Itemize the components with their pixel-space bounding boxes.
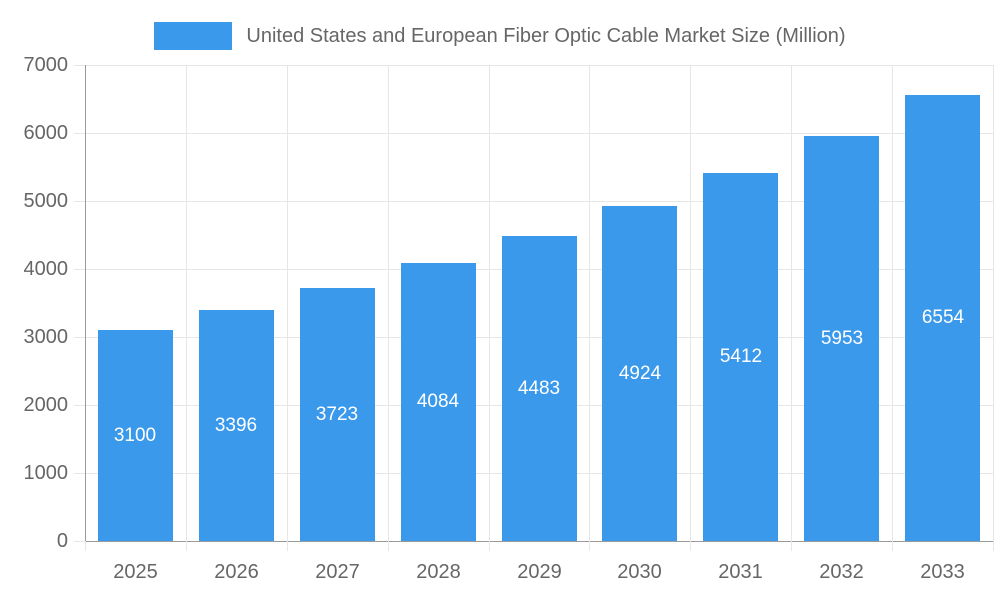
v-gridline <box>388 65 389 541</box>
x-tick-mark <box>85 541 86 551</box>
bar-2033[interactable] <box>905 95 980 541</box>
v-gridline <box>993 65 994 541</box>
bar-value-label: 5412 <box>719 346 763 367</box>
y-tick-mark <box>74 65 85 66</box>
x-tick-mark <box>287 541 288 551</box>
bar-value-label: 3100 <box>113 425 157 446</box>
v-gridline <box>791 65 792 541</box>
v-gridline <box>892 65 893 541</box>
y-tick-label: 0 <box>56 530 68 552</box>
y-tick-mark <box>74 269 85 270</box>
x-tick-label: 2033 <box>920 561 965 583</box>
bar-2032[interactable] <box>804 136 879 541</box>
x-tick-mark <box>589 541 590 551</box>
x-tick-mark <box>690 541 691 551</box>
x-tick-mark <box>388 541 389 551</box>
y-tick-label: 1000 <box>23 462 69 484</box>
y-tick-label: 2000 <box>23 394 69 416</box>
y-tick-label: 6000 <box>23 122 69 144</box>
h-gridline <box>85 65 993 66</box>
y-tick-mark <box>74 133 85 134</box>
x-tick-label: 2032 <box>819 561 864 583</box>
y-tick-label: 7000 <box>23 54 69 76</box>
y-tick-mark <box>74 337 85 338</box>
y-tick-mark <box>74 201 85 202</box>
bar-value-label: 3396 <box>214 415 258 436</box>
x-tick-mark <box>186 541 187 551</box>
legend-item[interactable]: United States and European Fiber Optic C… <box>154 22 846 50</box>
bar-value-label: 3723 <box>315 404 359 425</box>
h-gridline <box>85 201 993 202</box>
y-tick-mark <box>74 473 85 474</box>
x-tick-mark <box>892 541 893 551</box>
x-tick-mark <box>791 541 792 551</box>
bar-value-label: 4084 <box>416 391 460 412</box>
bar-2025[interactable] <box>98 330 173 541</box>
v-gridline <box>186 65 187 541</box>
bar-2027[interactable] <box>300 288 375 541</box>
x-tick-label: 2030 <box>617 561 662 583</box>
legend: United States and European Fiber Optic C… <box>0 22 1000 50</box>
legend-color-swatch <box>154 22 233 50</box>
h-gridline <box>85 133 993 134</box>
bar-value-label: 4924 <box>618 363 662 384</box>
y-tick-label: 5000 <box>23 190 69 212</box>
bar-2030[interactable] <box>602 206 677 541</box>
x-tick-label: 2025 <box>113 561 158 583</box>
v-gridline <box>489 65 490 541</box>
y-axis-line <box>85 65 86 541</box>
v-gridline <box>287 65 288 541</box>
x-tick-label: 2031 <box>718 561 763 583</box>
x-tick-label: 2027 <box>315 561 360 583</box>
bar-value-label: 6554 <box>921 307 965 328</box>
bar-value-label: 5953 <box>820 328 864 349</box>
y-tick-mark <box>74 405 85 406</box>
x-tick-label: 2028 <box>416 561 461 583</box>
bar-2028[interactable] <box>401 263 476 541</box>
y-tick-label: 3000 <box>23 326 69 348</box>
chart-title: United States and European Fiber Optic C… <box>246 25 846 47</box>
bar-2026[interactable] <box>199 310 274 541</box>
bar-2029[interactable] <box>502 236 577 541</box>
bar-value-label: 4483 <box>517 378 561 399</box>
bar-2031[interactable] <box>703 173 778 541</box>
x-tick-label: 2029 <box>517 561 562 583</box>
y-tick-label: 4000 <box>23 258 69 280</box>
x-tick-mark <box>993 541 994 551</box>
y-tick-mark <box>74 541 85 542</box>
x-tick-label: 2026 <box>214 561 259 583</box>
x-tick-mark <box>489 541 490 551</box>
x-axis-line <box>85 541 993 542</box>
v-gridline <box>589 65 590 541</box>
v-gridline <box>690 65 691 541</box>
